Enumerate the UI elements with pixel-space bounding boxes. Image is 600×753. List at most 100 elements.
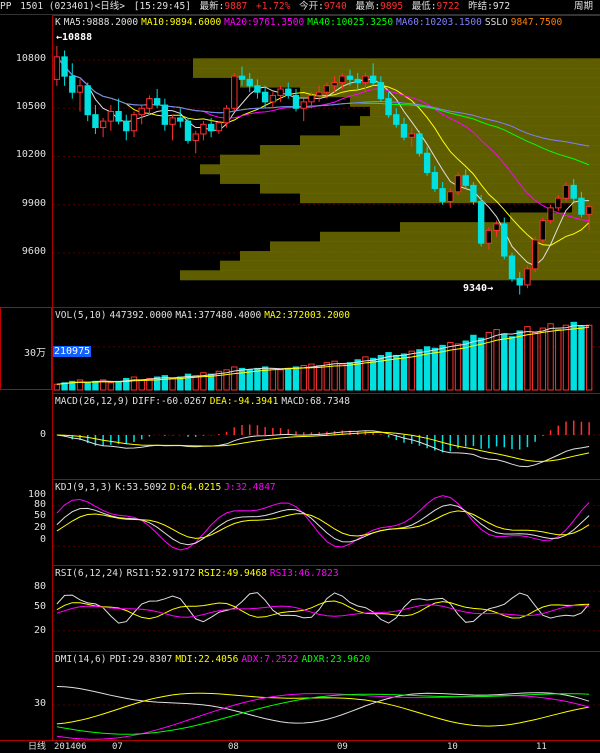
candle-body	[369, 75, 377, 84]
macd-legend-item: DIFF:-60.0267	[132, 396, 207, 407]
volume-profile-bar	[320, 231, 600, 242]
volume-bar	[485, 331, 493, 391]
volume-bar	[292, 366, 300, 391]
candle-body	[408, 133, 415, 138]
candle-body	[69, 75, 76, 93]
candle-body	[161, 104, 169, 125]
volume-bar	[153, 376, 161, 391]
kdj-legend-item: K:53.5092	[115, 482, 167, 493]
candle-body	[92, 114, 99, 129]
candle-body	[524, 268, 531, 286]
volume-bar	[192, 375, 199, 391]
volume-bar	[524, 326, 531, 391]
volume-bar	[107, 382, 115, 391]
volume-profile-bar	[220, 173, 600, 184]
macd-legend-item: MACD(26,12,9)	[55, 396, 130, 407]
kdj-d-line	[56, 510, 590, 539]
volume-bar	[362, 356, 369, 391]
volume-bar	[215, 370, 223, 391]
y-tick-label: 80	[33, 581, 46, 592]
volume-profile-bar	[193, 67, 600, 78]
volume-bar	[431, 347, 439, 391]
macd-chart-svg	[53, 420, 600, 468]
prev-value: 972	[492, 1, 511, 12]
candle-body	[377, 82, 385, 100]
rsi-panel	[53, 565, 600, 651]
candle-body	[562, 184, 570, 199]
macd-panel	[53, 393, 600, 479]
y-tick-label: 20	[33, 625, 46, 636]
volume-chart-svg	[53, 321, 600, 391]
volume-bar	[531, 331, 539, 391]
volume-profile-bar	[510, 212, 600, 223]
rsi-legend: RSI(6,12,24) RSI1:52.9172 RSI2:49.9468 RSI3…	[55, 568, 342, 580]
volume-legend-item: MA1:377480.4000	[175, 310, 262, 321]
candle-body	[323, 85, 331, 93]
candle-body	[300, 101, 307, 109]
volume-bar	[130, 376, 138, 391]
candle-body	[215, 122, 223, 132]
rsi3-line	[56, 604, 590, 618]
kdj-legend-item: J:32.4847	[224, 482, 276, 493]
period-button[interactable]: 周期	[573, 1, 593, 12]
price-legend-item: K	[55, 17, 61, 28]
volume-ma1-line	[56, 324, 590, 385]
dmi-panel	[53, 651, 600, 740]
volume-bar	[439, 344, 446, 391]
volume-profile-bar	[220, 154, 600, 165]
volume-profile-bar	[300, 135, 600, 146]
candle-body	[115, 110, 122, 122]
y-tick-label: 0	[39, 534, 46, 545]
candle-body	[393, 114, 400, 125]
kdj-legend: KDJ(9,3,3) K:53.5092 D:64.0215 J:32.4847	[55, 482, 279, 494]
macd-legend: MACD(26,12,9) DIFF:-60.0267 DEA:-94.3941 MA…	[55, 396, 353, 408]
volume-profile-bar	[193, 58, 600, 69]
candle-body	[200, 123, 207, 135]
candle-body	[400, 123, 408, 138]
y-tick-label: 80	[33, 499, 46, 510]
candle-body	[315, 91, 323, 96]
dmi-mdi-line	[56, 692, 590, 727]
kdj-legend-item: D:64.0215	[169, 482, 222, 493]
candle-body	[385, 98, 392, 116]
volume-bar	[315, 365, 323, 391]
volume-bar	[231, 366, 238, 391]
kdj-legend-item: KDJ(9,3,3)	[55, 482, 113, 493]
volume-bar	[277, 369, 284, 391]
candle-body	[585, 206, 593, 215]
x-tick-label: 07	[112, 742, 123, 752]
kdj-j-line	[56, 495, 590, 551]
volume-bar	[477, 337, 485, 391]
volume-bar	[53, 383, 61, 391]
candle-body	[177, 117, 184, 122]
candle-body	[555, 197, 562, 209]
volume-profile-bar	[240, 77, 600, 88]
volume-ma2-line	[56, 326, 590, 385]
candle-body	[99, 120, 107, 129]
volume-bar	[570, 321, 577, 391]
y-tick-label: 10200	[15, 149, 46, 161]
volume-legend-item: 447392.0000	[109, 310, 173, 321]
candle-body	[423, 152, 431, 174]
candle-body	[331, 82, 338, 87]
candle-body	[130, 114, 138, 132]
volume-bar	[516, 330, 523, 391]
dmi-legend-item: ADX:7.2522	[241, 654, 299, 665]
quote-header: PP 1501 (023401)<日线> [15:29:45] 最新:9887 …	[0, 0, 600, 15]
volume-bar	[493, 329, 500, 391]
candle-body	[123, 120, 130, 132]
volume-bar	[300, 365, 307, 391]
candle-body	[192, 133, 199, 141]
volume-bar	[385, 352, 392, 391]
y-tick-label: 20	[33, 522, 46, 533]
kdj-k-line	[56, 504, 590, 546]
volume-bar	[501, 333, 508, 391]
low-label: 最低:	[411, 1, 437, 12]
rsi1-line	[56, 592, 590, 624]
volume-profile-bar	[200, 164, 600, 175]
high-value: 9895	[380, 1, 404, 12]
candle-body	[223, 107, 230, 124]
dmi-legend-item: PDI:29.8307	[109, 654, 173, 665]
candle-body	[254, 85, 261, 93]
volume-bar	[369, 357, 377, 391]
